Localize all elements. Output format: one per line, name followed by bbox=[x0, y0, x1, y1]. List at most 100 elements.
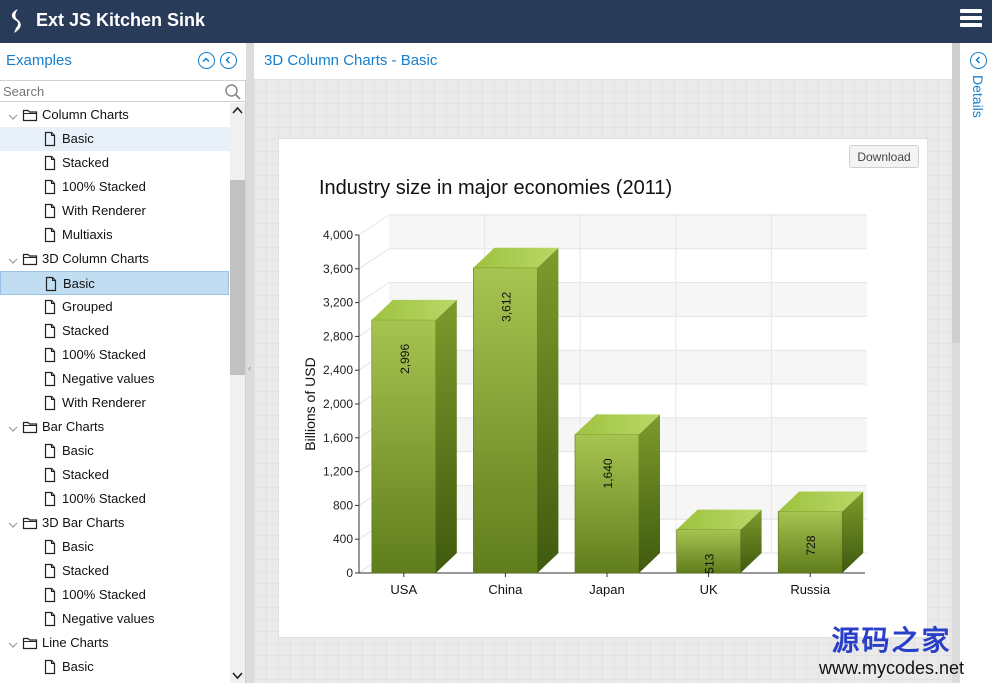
tree-leaf[interactable]: Grouped bbox=[0, 295, 230, 319]
document-icon bbox=[42, 611, 58, 627]
tree-folder[interactable]: Line Charts bbox=[0, 631, 230, 655]
chart-grid-band bbox=[389, 384, 867, 418]
y-tick-label: 1,200 bbox=[323, 465, 353, 479]
column-chart: 0 400 800 1,200 1,600 2,000 2,400 2,800 3,200 3,6… bbox=[302, 177, 867, 597]
tree-leaf[interactable]: Basic bbox=[0, 439, 230, 463]
expand-caret-icon[interactable] bbox=[8, 254, 18, 264]
y-tick-label: 2,800 bbox=[323, 329, 353, 343]
tree-leaf[interactable]: Negative values bbox=[0, 367, 230, 391]
download-button[interactable]: Download bbox=[849, 145, 919, 168]
chart-title: Industry size in major economies (2011) bbox=[319, 177, 672, 199]
document-icon bbox=[42, 491, 58, 507]
right-splitter[interactable] bbox=[952, 43, 960, 683]
tree-item-label: 100% Stacked bbox=[62, 491, 146, 506]
tree-folder[interactable]: 3D Column Charts bbox=[0, 247, 230, 271]
search-box bbox=[0, 80, 246, 102]
bar-top bbox=[778, 491, 864, 512]
expand-caret-icon[interactable] bbox=[8, 110, 18, 120]
chart-container: Download 0 400 800 1,200 1,600 2,000 2,400 2,80… bbox=[278, 138, 928, 638]
tree-leaf[interactable]: Basic bbox=[0, 127, 230, 151]
y-axis-title: Billions of USD bbox=[302, 357, 318, 450]
scroll-up-icon[interactable] bbox=[232, 105, 243, 116]
tree-leaf[interactable]: Stacked bbox=[0, 319, 230, 343]
examples-panel: Examples Column Charts Basic Stacked 100% S… bbox=[0, 43, 246, 683]
bar-side bbox=[639, 414, 660, 573]
bar-data-label: 3,612 bbox=[499, 291, 513, 321]
sencha-logo-icon bbox=[11, 9, 21, 33]
document-icon bbox=[42, 179, 58, 195]
document-icon bbox=[42, 395, 58, 411]
expand-details-icon[interactable] bbox=[970, 52, 987, 69]
tree-item-label: 3D Column Charts bbox=[42, 251, 149, 266]
y-tick-label: 400 bbox=[333, 532, 353, 546]
bar-front bbox=[777, 511, 843, 574]
y-tick-label: 800 bbox=[333, 498, 353, 512]
left-splitter[interactable]: ‹ bbox=[246, 43, 254, 683]
tree-leaf[interactable]: 100% Stacked bbox=[0, 343, 230, 367]
tree-leaf[interactable]: Stacked bbox=[0, 463, 230, 487]
tree-item-label: Stacked bbox=[62, 323, 109, 338]
bar-usa bbox=[371, 299, 457, 574]
tree-leaf[interactable]: With Renderer bbox=[0, 199, 230, 223]
tree-leaf[interactable]: With Renderer bbox=[0, 391, 230, 415]
tree-item-label: Basic bbox=[63, 276, 95, 291]
document-icon bbox=[42, 155, 58, 171]
y-tick-label: 4,000 bbox=[323, 228, 353, 242]
expand-caret-icon[interactable] bbox=[8, 518, 18, 528]
tree-folder[interactable]: 3D Bar Charts bbox=[0, 511, 230, 535]
right-splitter-thumb[interactable] bbox=[952, 43, 960, 343]
expand-caret-icon[interactable] bbox=[8, 422, 18, 432]
bar-side bbox=[740, 509, 762, 573]
y-tick-label: 1,600 bbox=[323, 431, 353, 445]
scrollbar-thumb[interactable] bbox=[230, 180, 245, 375]
tree-item-label: With Renderer bbox=[62, 395, 146, 410]
details-label[interactable]: Details bbox=[970, 75, 986, 118]
tree-leaf[interactable]: Stacked bbox=[0, 559, 230, 583]
tree-leaf[interactable]: Basic bbox=[0, 535, 230, 559]
bar-russia bbox=[777, 491, 864, 574]
scroll-down-icon[interactable] bbox=[232, 670, 243, 681]
search-input[interactable] bbox=[0, 81, 222, 101]
tree-item-label: 100% Stacked bbox=[62, 179, 146, 194]
tree-leaf[interactable]: Basic bbox=[0, 271, 229, 295]
tree-leaf[interactable]: Stacked bbox=[0, 151, 230, 175]
examples-panel-header: Examples bbox=[0, 43, 246, 80]
collapse-all-icon[interactable] bbox=[198, 52, 215, 69]
tree-item-label: Stacked bbox=[62, 563, 109, 578]
watermark-url: www.mycodes.net bbox=[818, 658, 965, 678]
tree-folder[interactable]: Column Charts bbox=[0, 103, 230, 127]
bar-japan bbox=[574, 414, 660, 574]
bar-front bbox=[371, 319, 437, 574]
tree-item-label: Stacked bbox=[62, 155, 109, 170]
hamburger-icon[interactable] bbox=[960, 9, 982, 29]
tree-leaf[interactable]: 100% Stacked bbox=[0, 175, 230, 199]
tree-item-label: Basic bbox=[62, 539, 94, 554]
bar-side bbox=[435, 299, 457, 573]
bar-top bbox=[575, 414, 660, 435]
y-tick-label: 3,200 bbox=[323, 296, 353, 310]
bar-data-label: 728 bbox=[804, 535, 818, 555]
expand-caret-icon[interactable] bbox=[8, 638, 18, 648]
collapse-panel-icon[interactable] bbox=[220, 52, 237, 69]
tree-leaf[interactable]: Negative values bbox=[0, 607, 230, 631]
search-icon[interactable] bbox=[224, 83, 242, 101]
y-tick-label: 2,400 bbox=[323, 363, 353, 377]
content-panel-header: 3D Column Charts - Basic bbox=[254, 43, 952, 79]
tree-leaf[interactable]: 100% Stacked bbox=[0, 583, 230, 607]
y-tick-label: 0 bbox=[346, 566, 353, 580]
document-icon bbox=[42, 659, 58, 675]
folder-icon bbox=[22, 635, 38, 651]
document-icon bbox=[42, 587, 58, 603]
chart-grid-diagonal bbox=[358, 214, 390, 236]
tree-scrollbar[interactable] bbox=[230, 103, 245, 683]
tree-leaf[interactable]: 100% Stacked bbox=[0, 487, 230, 511]
splitter-grip-icon[interactable]: ‹ bbox=[248, 363, 251, 373]
tree-leaf[interactable]: Multiaxis bbox=[0, 223, 230, 247]
x-tick-label: UK bbox=[700, 582, 718, 597]
chart-grid-band bbox=[389, 248, 867, 283]
bar-top bbox=[473, 247, 559, 268]
tree-leaf[interactable]: Basic bbox=[0, 655, 230, 679]
tree-item-label: With Renderer bbox=[62, 203, 146, 218]
y-tick-label: 3,600 bbox=[323, 262, 353, 276]
tree-folder[interactable]: Bar Charts bbox=[0, 415, 230, 439]
